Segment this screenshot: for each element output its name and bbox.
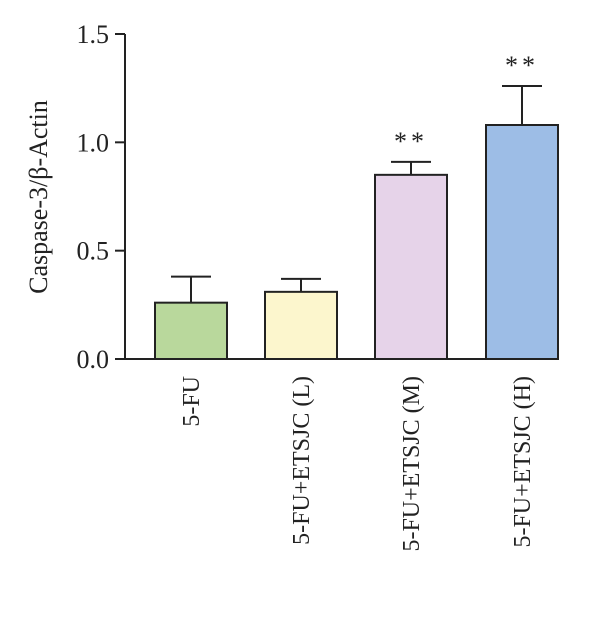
x-tick-label: 5-FU+ETSJC (M) bbox=[399, 376, 425, 552]
significance-markers: ** ** bbox=[394, 51, 539, 156]
x-tick-label: 5-FU bbox=[179, 376, 205, 427]
bar bbox=[374, 173, 448, 360]
y-tick-label: 1.0 bbox=[77, 128, 110, 157]
y-axis-label: Caspase-3/β-Actin bbox=[24, 100, 53, 294]
y-ticks: 0.0 0.5 1.0 1.5 bbox=[77, 20, 125, 374]
x-tick-labels: 5-FU 5-FU+ETSJC (L) 5-FU+ETSJC (M) 5-FU+ETS… bbox=[179, 376, 536, 552]
x-tick-label: 5-FU+ETSJC (H) bbox=[510, 376, 536, 548]
bar bbox=[485, 124, 559, 360]
error-bars bbox=[171, 85, 542, 303]
y-tick-label: 0.5 bbox=[77, 237, 110, 266]
bar bbox=[264, 290, 338, 361]
bar bbox=[154, 301, 228, 360]
significance-label: ** bbox=[394, 127, 428, 156]
y-tick-label: 0.0 bbox=[77, 345, 110, 374]
x-tick-label: 5-FU+ETSJC (L) bbox=[289, 376, 315, 545]
significance-label: ** bbox=[505, 51, 539, 80]
bars bbox=[154, 124, 559, 361]
y-tick-label: 1.5 bbox=[77, 20, 110, 49]
